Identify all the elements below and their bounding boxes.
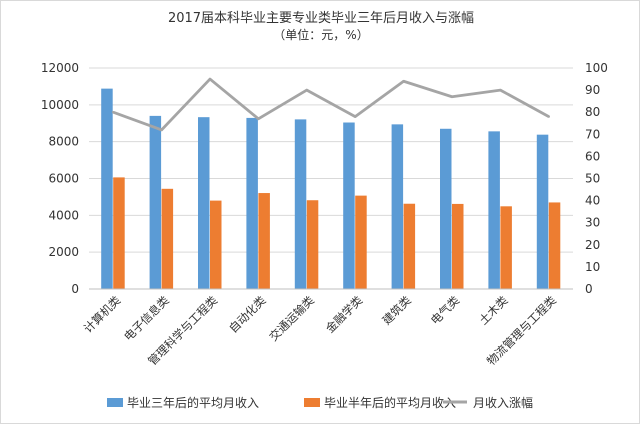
line-point — [450, 95, 454, 98]
x-category-label: 金融学类 — [323, 293, 366, 336]
legend-half-year-income-swatch — [304, 398, 320, 407]
bar-three-year-income — [198, 117, 210, 289]
y-right-tick-label: 60 — [585, 149, 600, 163]
line-income-growth — [112, 77, 550, 132]
x-category-label: 自动化类 — [226, 293, 269, 336]
bar-half-year-income — [258, 193, 270, 289]
line-point — [402, 80, 405, 83]
bar-three-year-income — [246, 117, 258, 289]
y-right-tick-label: 10 — [585, 260, 600, 274]
bar-half-year-income — [355, 195, 367, 289]
legend-half-year-income-label: 毕业半年后的平均月收入 — [324, 395, 456, 410]
x-category-label: 交通运输类 — [266, 293, 317, 344]
bar-half-year-income — [403, 203, 416, 289]
chart-subtitle: （单位：元，%） — [273, 28, 369, 42]
line-point — [257, 117, 260, 121]
y-left-tick-label: 2000 — [48, 245, 79, 259]
y-right-tick-label: 70 — [585, 127, 600, 141]
bar-three-year-income — [488, 131, 500, 289]
y-right-tick-label: 50 — [585, 172, 600, 186]
line-point — [499, 88, 502, 92]
bar-three-year-income — [440, 128, 452, 289]
bar-half-year-income — [500, 206, 512, 289]
bar-half-year-income — [548, 202, 561, 289]
chart-title: 2017届本科毕业主要专业类毕业三年后月收入与涨幅 — [167, 11, 475, 26]
x-category-label: 电气类 — [428, 293, 463, 328]
y-left-tick-label: 8000 — [48, 135, 79, 149]
line-point — [354, 115, 357, 118]
legend-income-growth-label: 月收入涨幅 — [473, 395, 533, 410]
x-category-label: 电子信息类 — [121, 293, 172, 344]
y-left-tick-label: 4000 — [48, 208, 79, 222]
y-right-tick-label: 0 — [585, 282, 593, 296]
bar-three-year-income — [536, 134, 549, 289]
bar-half-year-income — [452, 203, 464, 289]
x-category-label: 建筑类 — [379, 293, 414, 328]
y-right-tick-label: 100 — [585, 61, 608, 75]
bar-half-year-income — [161, 188, 174, 289]
y-right-tick-label: 40 — [585, 194, 600, 208]
y-right-tick-label: 30 — [585, 216, 600, 230]
x-category-label: 土木类 — [476, 293, 511, 328]
x-category-label: 计算机类 — [81, 293, 124, 336]
line-point — [112, 111, 115, 114]
y-left-tick-label: 6000 — [48, 172, 79, 186]
y-right-tick-label: 90 — [585, 83, 600, 97]
legend-three-year-income-label: 毕业三年后的平均月收入 — [127, 395, 259, 410]
bar-three-year-income — [149, 115, 162, 289]
bar-three-year-income — [294, 119, 307, 289]
bar-half-year-income — [113, 177, 125, 289]
y-left-tick-label: 12000 — [41, 61, 79, 75]
line-point — [547, 115, 550, 118]
y-left-tick-label: 10000 — [41, 98, 79, 112]
legend-three-year-income-swatch — [107, 398, 123, 407]
line-point — [208, 77, 212, 81]
line-point — [160, 128, 163, 132]
bar-half-year-income — [306, 200, 319, 289]
y-right-tick-label: 20 — [585, 238, 600, 252]
y-right-tick-label: 80 — [585, 105, 600, 119]
bar-half-year-income — [210, 200, 222, 289]
y-left-tick-label: 0 — [71, 282, 79, 296]
bar-three-year-income — [101, 88, 113, 289]
bar-three-year-income — [343, 122, 355, 289]
line-point — [305, 88, 308, 92]
bar-three-year-income — [391, 124, 404, 289]
